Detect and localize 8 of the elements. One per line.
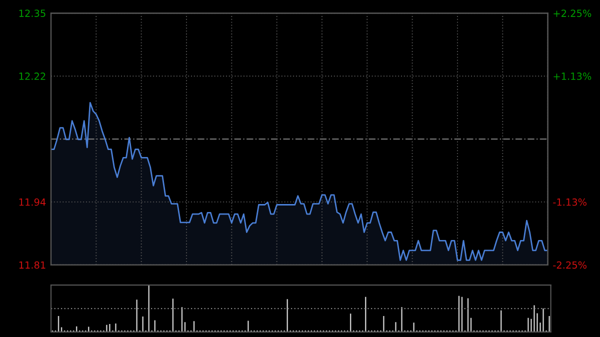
y-tick-label: 12.22: [19, 72, 46, 80]
y-tick-label: 12.35: [19, 10, 46, 17]
y2-tick-label: -1.13%: [553, 198, 587, 206]
y-tick-label: 11.81: [19, 261, 46, 269]
y2-tick-label: +1.13%: [554, 72, 592, 80]
y-tick-label: 11.94: [19, 198, 46, 206]
y2-tick-label: +2.25%: [554, 10, 592, 17]
y2-tick-label: -2.25%: [553, 261, 587, 269]
